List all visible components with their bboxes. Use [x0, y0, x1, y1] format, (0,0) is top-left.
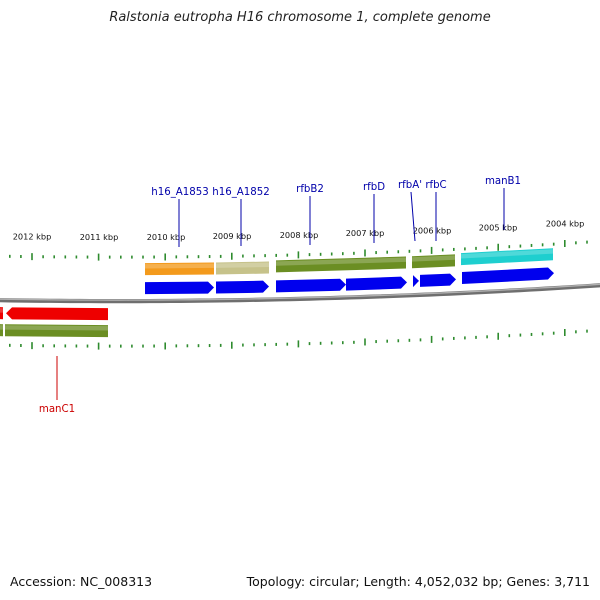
tick-label: 2005 kbp — [479, 222, 518, 232]
cds-manb1 — [462, 267, 554, 285]
feature-h16-a1853-shade — [145, 263, 214, 269]
cds-rfbd — [346, 276, 407, 291]
scale-tick-labels: 2012 kbp 2011 kbp 2010 kbp 2009 kbp 2008 kbp… — [13, 218, 585, 242]
gene-label: rfbC — [425, 180, 446, 191]
feature-edge-red — [0, 307, 3, 320]
tick-label: 2004 kbp — [546, 218, 585, 228]
chromosome-backbone — [0, 283, 600, 304]
feature-manb1-shade — [461, 249, 553, 259]
feature-manb1 — [461, 248, 553, 266]
gene-label: rfbA' — [398, 180, 422, 191]
cds-rfba — [413, 275, 419, 288]
backbone-line — [0, 283, 600, 304]
tick-label: 2011 kbp — [80, 232, 119, 242]
feature-edge-lower-shade — [0, 325, 3, 330]
topology-summary: Topology: circular; Length: 4,052,032 bp… — [246, 574, 590, 589]
gene-label: manC1 — [39, 404, 75, 415]
feature-edge-lower — [0, 324, 3, 337]
map-title: Ralstonia eutropha H16 chromosome 1, com… — [109, 10, 491, 25]
gene-labels: h16_A1853 h16_A1852 rfbB2 rfbD rfbA' rfbC manB… — [39, 176, 521, 415]
tick-label: 2012 kbp — [13, 232, 52, 242]
feature-h16-a1853 — [145, 262, 214, 276]
cds-rfbc — [420, 273, 456, 287]
cds-track — [6, 267, 554, 321]
cds-h16-a1853 — [145, 281, 214, 295]
gene-label: rfbB2 — [296, 184, 324, 195]
scale-ticks-reverse — [9, 329, 588, 350]
feature-rfba-rfbc — [412, 254, 455, 269]
cds-h16-a1852 — [216, 280, 269, 294]
gene-label: h16_A1853 — [151, 187, 208, 198]
feature-rfbb2-rfbd-shade — [276, 257, 406, 266]
gene-label: rfbD — [363, 182, 385, 193]
feature-h16-a1852 — [216, 261, 269, 275]
feature-rfbb2-rfbd — [276, 256, 406, 273]
feature-manc1-lower-shade — [5, 325, 108, 331]
backbone-highlight — [0, 283, 600, 301]
gene-label: manB1 — [485, 176, 521, 187]
tick-label: 2010 kbp — [147, 232, 186, 242]
cds-rfbb2 — [276, 278, 346, 293]
leader-line — [410, 191, 416, 242]
tick-label: 2009 kbp — [213, 231, 252, 241]
feature-edge-red-shade — [0, 308, 3, 313]
scale-ticks-forward — [9, 240, 588, 261]
feature-h16-a1852-shade — [216, 262, 269, 268]
feature-rfba-rfbc-shade — [412, 255, 455, 262]
cds-manc1 — [6, 307, 108, 321]
accession-label: Accession: NC_008313 — [10, 574, 153, 589]
tick-label: 2007 kbp — [346, 228, 385, 238]
tick-label: 2008 kbp — [280, 230, 319, 240]
gene-label: h16_A1852 — [212, 187, 269, 198]
tick-label: 2006 kbp — [413, 225, 452, 235]
feature-manc1-lower — [5, 324, 108, 338]
feature-track — [0, 248, 553, 338]
